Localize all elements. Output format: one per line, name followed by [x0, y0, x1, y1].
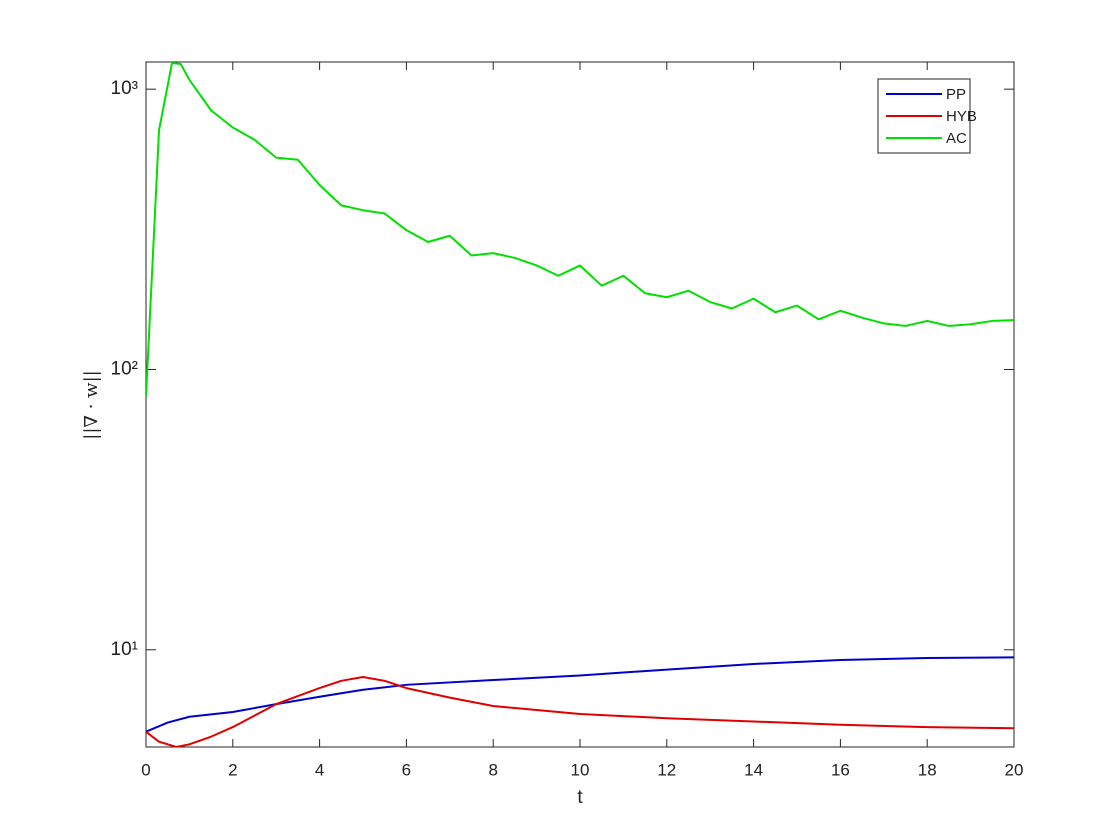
plot-frame [145, 61, 1015, 748]
x-tick-label: 18 [918, 760, 937, 779]
x-tick-label: 2 [228, 760, 237, 779]
x-tick-label: 20 [1005, 760, 1024, 779]
x-axis-label: t [577, 787, 583, 808]
y-tick-label: 10¹ [111, 639, 138, 660]
legend-label: AC [946, 130, 967, 147]
data-line [146, 62, 1014, 397]
data-line [146, 675, 1014, 747]
y-tick-label: 10² [111, 358, 138, 379]
x-tick-label: 4 [315, 760, 324, 779]
data-line [146, 656, 1014, 733]
legend: PP HYB AC [877, 78, 977, 154]
x-tick-label: 16 [831, 760, 850, 779]
x-tick-label: 8 [488, 760, 497, 779]
x-tick-label: 14 [744, 760, 763, 779]
y-axis-label: ||∇ · w|| [81, 370, 102, 439]
legend-label: PP [946, 86, 966, 103]
legend-label: HYB [946, 108, 977, 125]
y-tick-label: 10³ [111, 78, 138, 99]
x-tick-label: 12 [657, 760, 676, 779]
x-tick-label: 0 [141, 760, 150, 779]
plot-area [146, 62, 1014, 747]
x-tick-label: 6 [402, 760, 411, 779]
x-tick-label: 10 [571, 760, 590, 779]
